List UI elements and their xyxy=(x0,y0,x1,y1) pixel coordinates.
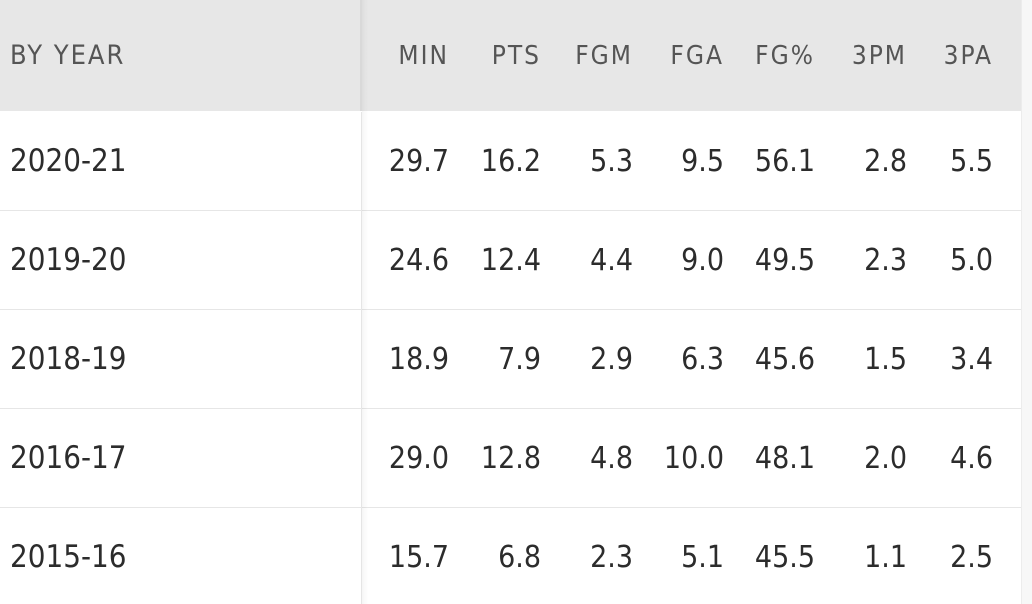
season-label: 2019-20 xyxy=(10,242,127,278)
year-cell: 2018-19 xyxy=(0,310,362,408)
stat-cell-fgm: 2.3 xyxy=(590,539,633,575)
stat-cell-3pa: 5.0 xyxy=(950,242,993,278)
scroll-edge xyxy=(1021,0,1032,604)
header-fgm-cell[interactable]: FGM xyxy=(575,40,633,71)
stat-cell-3pm: 2.0 xyxy=(864,440,907,476)
stat-cell-min: 15.7 xyxy=(388,539,449,575)
stat-cell-fga: 9.0 xyxy=(681,242,724,278)
year-cell: 2020-21 xyxy=(0,112,362,210)
season-label: 2016-17 xyxy=(10,440,127,476)
year-cell: 2019-20 xyxy=(0,211,362,309)
stat-cell-3pa: 5.5 xyxy=(950,143,993,179)
stat-cell-min: 18.9 xyxy=(388,341,449,377)
header-3pm-cell[interactable]: 3PM xyxy=(851,40,907,71)
stat-cell-pts: 6.8 xyxy=(498,539,541,575)
header-fg-pct-cell[interactable]: FG% xyxy=(755,40,815,71)
stat-cell-fga: 6.3 xyxy=(681,341,724,377)
stat-cell-3pm: 1.1 xyxy=(864,539,907,575)
stat-cell-fg-pct: 49.5 xyxy=(754,242,815,278)
header-fga-cell[interactable]: FGA xyxy=(670,40,724,71)
stat-cell-3pm: 2.3 xyxy=(864,242,907,278)
stat-cell-pts: 12.8 xyxy=(480,440,541,476)
stat-cell-fgm: 2.9 xyxy=(590,341,633,377)
stat-cell-fg-pct: 45.5 xyxy=(754,539,815,575)
table-row: 2016-17 29.0 12.8 4.8 10.0 48.1 2.0 4.6 xyxy=(0,409,1022,509)
stat-cell-fg-pct: 45.6 xyxy=(754,341,815,377)
stat-cell-fga: 5.1 xyxy=(681,539,724,575)
year-cell: 2016-17 xyxy=(0,409,362,507)
header-by-year-cell[interactable]: BY YEAR xyxy=(0,0,362,111)
stat-cell-pts: 12.4 xyxy=(480,242,541,278)
stat-cell-fgm: 4.4 xyxy=(590,242,633,278)
stat-cell-fg-pct: 48.1 xyxy=(754,440,815,476)
table-row: 2020-21 29.7 16.2 5.3 9.5 56.1 2.8 5.5 xyxy=(0,112,1022,212)
table-header-row: BY YEAR MIN PTS FGM FGA FG% 3PM 3PA xyxy=(0,0,1022,111)
stat-cell-fgm: 5.3 xyxy=(590,143,633,179)
stat-cell-fga: 9.5 xyxy=(681,143,724,179)
stat-cell-fg-pct: 56.1 xyxy=(754,143,815,179)
stat-cell-min: 29.7 xyxy=(388,143,449,179)
stat-cell-pts: 7.9 xyxy=(498,341,541,377)
year-cell: 2015-16 xyxy=(0,508,362,604)
header-min-cell[interactable]: MIN xyxy=(398,40,449,71)
season-label: 2018-19 xyxy=(10,341,127,377)
stat-cell-fga: 10.0 xyxy=(663,440,724,476)
header-3pa-cell[interactable]: 3PA xyxy=(943,40,993,71)
stat-cell-fgm: 4.8 xyxy=(590,440,633,476)
stat-cell-3pa: 2.5 xyxy=(950,539,993,575)
season-label: 2020-21 xyxy=(10,143,127,179)
stat-cell-3pm: 2.8 xyxy=(864,143,907,179)
stat-cell-3pa: 3.4 xyxy=(950,341,993,377)
stat-cell-3pm: 1.5 xyxy=(864,341,907,377)
stat-cell-min: 24.6 xyxy=(388,242,449,278)
table-row: 2018-19 18.9 7.9 2.9 6.3 45.6 1.5 3.4 xyxy=(0,310,1022,410)
header-pts-cell[interactable]: PTS xyxy=(491,40,541,71)
table-row: 2015-16 15.7 6.8 2.3 5.1 45.5 1.1 2.5 xyxy=(0,508,1022,604)
stat-cell-pts: 16.2 xyxy=(480,143,541,179)
header-by-year-label: BY YEAR xyxy=(10,40,126,71)
stat-cell-3pa: 4.6 xyxy=(950,440,993,476)
season-label: 2015-16 xyxy=(10,539,127,575)
table-row: 2019-20 24.6 12.4 4.4 9.0 49.5 2.3 5.0 xyxy=(0,211,1022,311)
stat-cell-min: 29.0 xyxy=(388,440,449,476)
